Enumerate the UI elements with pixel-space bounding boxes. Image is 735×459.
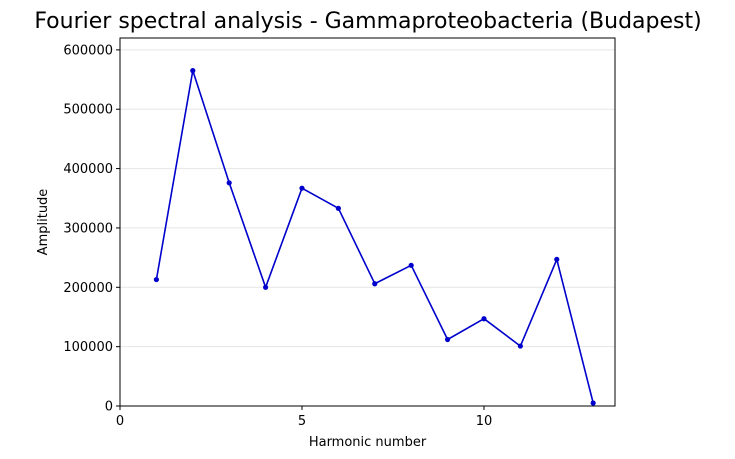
data-point [481,316,487,322]
data-point [153,276,159,283]
data-point [408,262,414,268]
x-axis-label: Harmonic number [309,435,427,450]
axis-ticks: 0 100000 200000 300000 400000 500000 600000 0 5 1… [63,43,492,429]
y-axis-label: Amplitude [36,189,51,256]
y-tick-label: 500000 [63,103,113,118]
grid-lines [120,49,615,407]
data-point [299,185,305,191]
data-point [190,68,196,74]
series-lines [153,68,596,406]
plot-area [119,37,616,407]
data-point [226,180,232,186]
y-tick-label: 0 [105,400,113,415]
y-tick-label: 600000 [63,43,113,58]
data-point [554,256,560,262]
x-tick-label: 0 [116,414,124,429]
data-point [262,284,269,290]
data-point [444,336,451,343]
data-point [517,343,523,349]
x-tick-label: 5 [298,414,306,429]
x-tick-label: 10 [476,414,493,429]
y-tick-label: 200000 [63,281,113,296]
data-point [335,205,341,211]
data-point [590,400,596,406]
chart-title: Fourier spectral analysis - Gammaproteob… [34,9,701,34]
y-tick-label: 400000 [63,162,113,177]
data-point [372,281,378,287]
series-line [155,69,594,404]
y-tick-label: 100000 [63,340,113,355]
y-tick-label: 300000 [63,221,113,236]
